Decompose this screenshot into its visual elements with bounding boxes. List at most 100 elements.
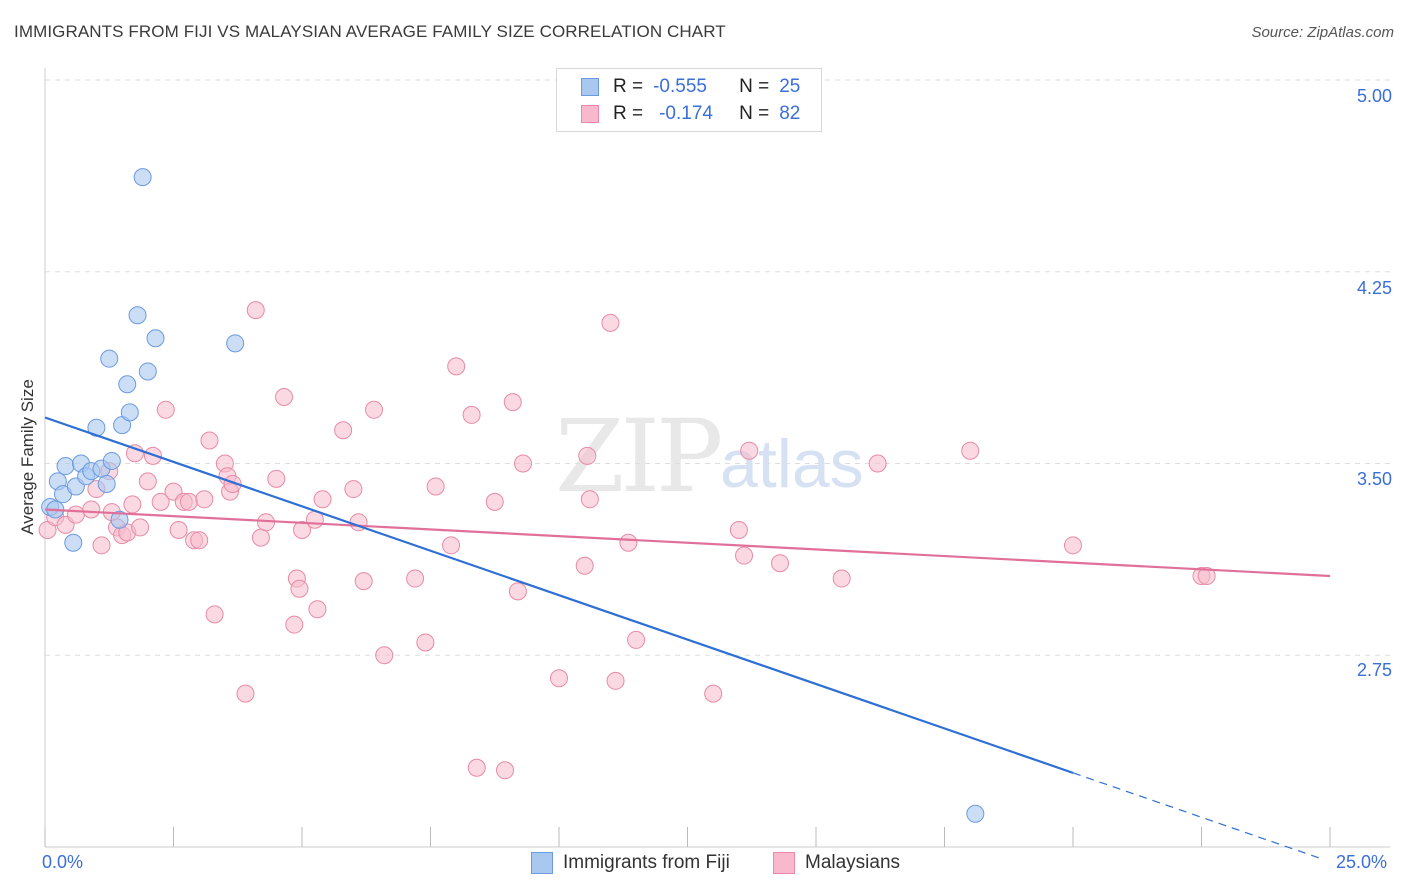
malaysians-point [729, 520, 748, 539]
malaysians-point [735, 546, 754, 565]
malaysians-point [832, 569, 851, 588]
malaysians-point [447, 357, 466, 376]
legend-n-label: N = [739, 76, 770, 97]
malaysians-point [293, 520, 311, 539]
malaysians-point [205, 605, 224, 624]
x-tick-label-max: 25.0% [1336, 852, 1388, 872]
malaysians-point [462, 405, 481, 424]
malaysians-point [514, 454, 533, 473]
malaysians-point [285, 615, 304, 634]
malaysians-point [442, 536, 461, 555]
malaysians-point [123, 495, 142, 514]
fiji-trendline-extension [1072, 772, 1320, 859]
legend-n-value-fiji: 25 [779, 76, 801, 97]
malaysians-point [236, 684, 255, 703]
malaysians-point [156, 400, 175, 419]
malaysians-point [375, 646, 394, 665]
fiji-point [97, 474, 116, 493]
fiji-trendline [44, 416, 1074, 774]
malaysians-point [485, 492, 504, 511]
fiji-points [41, 168, 985, 823]
malaysians-point [406, 569, 425, 588]
y-tick-label-2-75: 2.75 [1356, 660, 1392, 680]
malaysians-point [190, 531, 209, 550]
x-tick-label-min: 0.0% [42, 852, 84, 872]
correlation-legend: R = -0.555 N = 25 R = -0.174 N = 82 [556, 68, 822, 132]
legend-n-label: N = [739, 103, 770, 124]
source-label: Source: ZipAtlas.com [1251, 24, 1394, 41]
malaysians-point [200, 431, 219, 450]
bottom-legend-fiji: Immigrants from Fiji [531, 852, 730, 874]
malaysians-point [1197, 566, 1216, 585]
fiji-point [100, 349, 119, 368]
malaysians-swatch [581, 105, 599, 123]
malaysians-point [344, 480, 363, 499]
malaysians-point [251, 528, 270, 547]
malaysians-point [364, 400, 383, 419]
malaysians-point [578, 446, 597, 465]
malaysians-point [416, 633, 435, 652]
y-tick-label-3-50: 3.50 [1356, 469, 1392, 489]
malaysians-swatch [773, 852, 795, 874]
malaysians-point [131, 518, 150, 537]
malaysians-point [179, 492, 198, 511]
chart-title: IMMIGRANTS FROM FIJI VS MALAYSIAN AVERAG… [14, 22, 726, 41]
malaysians-point [467, 758, 486, 777]
malaysians-point [503, 393, 522, 412]
malaysians-point [868, 454, 887, 473]
axis-layer [44, 68, 1390, 848]
malaysians-point [138, 472, 157, 491]
malaysians-point [601, 313, 620, 332]
fiji-point [128, 306, 147, 325]
malaysians-point [740, 441, 759, 460]
fiji-point [133, 168, 152, 187]
legend-n-value-malaysians: 82 [779, 103, 801, 124]
y-axis-label: Average Family Size [18, 379, 37, 535]
malaysians-point [426, 477, 445, 496]
fiji-point [966, 804, 985, 823]
malaysians-point [961, 441, 980, 460]
y-tick-label-5-00: 5.00 [1356, 86, 1392, 106]
malaysians-point [771, 554, 790, 573]
malaysians-point [308, 600, 327, 619]
fiji-point [102, 451, 121, 470]
malaysians-point [267, 469, 286, 488]
malaysians-point [92, 536, 111, 555]
fiji-point [118, 375, 137, 394]
bottom-legend-fiji-label: Immigrants from Fiji [563, 852, 730, 873]
trend-layer [44, 416, 1331, 859]
malaysians-point [550, 669, 568, 688]
malaysians-point [151, 492, 170, 511]
legend-r-label: R = [613, 76, 644, 97]
fiji-point [138, 362, 157, 381]
malaysians-point [290, 579, 309, 598]
malaysians-point [354, 572, 373, 591]
malaysians-point [246, 301, 265, 320]
malaysians-point [334, 421, 353, 440]
malaysians-point [195, 490, 214, 509]
fiji-point [64, 533, 83, 552]
y-tick-label-4-25: 4.25 [1356, 278, 1392, 298]
malaysians-point [66, 505, 85, 524]
malaysians-point [619, 533, 638, 552]
fiji-swatch [581, 78, 599, 96]
malaysians-point [580, 490, 599, 509]
legend-row-fiji: R = -0.555 N = 25 [581, 75, 800, 99]
malaysians-point [575, 556, 594, 575]
fiji-point [120, 403, 139, 422]
malaysians-point [313, 490, 332, 509]
fiji-point [56, 457, 75, 476]
legend-row-malaysians: R = -0.174 N = 82 [581, 102, 800, 126]
malaysians-point [704, 684, 723, 703]
bottom-legend-malaysians: Malaysians [773, 852, 900, 874]
malaysians-point [1064, 536, 1082, 555]
malaysians-trendline [44, 508, 1331, 578]
fiji-point [110, 510, 129, 529]
malaysians-point [508, 582, 527, 601]
malaysians-point [275, 388, 294, 407]
bottom-legend-malaysians-label: Malaysians [805, 852, 901, 873]
malaysians-point [606, 671, 625, 690]
malaysians-point [627, 630, 646, 649]
malaysians-point [169, 520, 188, 539]
